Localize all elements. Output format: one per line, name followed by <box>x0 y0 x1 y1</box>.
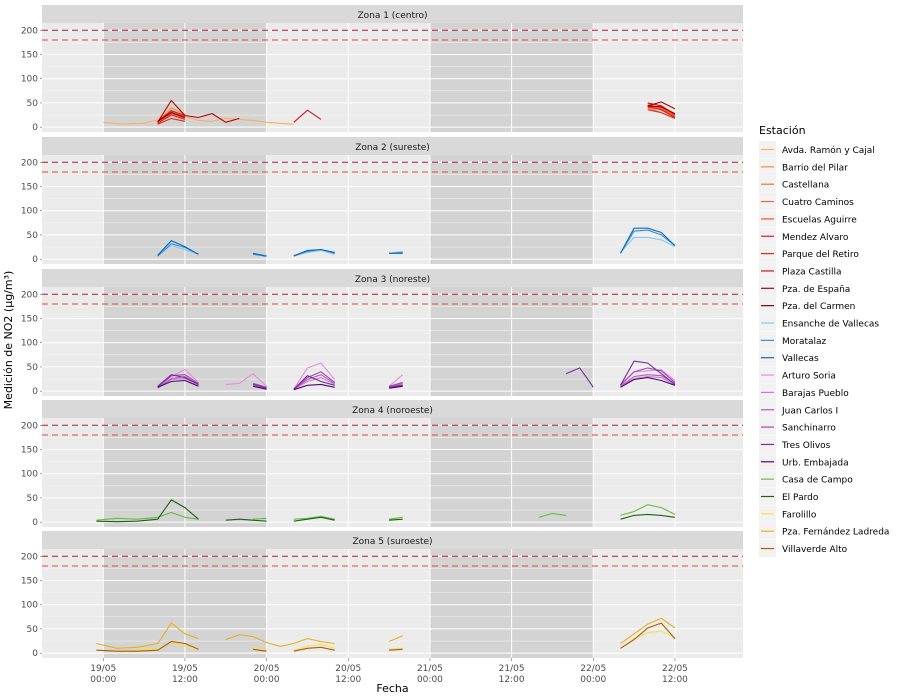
x-tick-label: 21/05 00:00 <box>417 664 443 685</box>
y-tick-label: 200 <box>21 552 38 562</box>
series-line <box>96 630 676 652</box>
series-line <box>96 622 676 652</box>
legend-label: Casa de Campo <box>782 476 853 486</box>
legend-label: Barrio del Pilar <box>782 163 848 173</box>
facet-title: Zona 3 (noreste) <box>355 275 430 285</box>
facet-strip <box>42 400 743 418</box>
y-tick-label: 50 <box>27 363 39 373</box>
series-line <box>96 504 676 521</box>
x-tick-label: 21/05 12:00 <box>499 664 525 685</box>
y-tick-label: 200 <box>21 421 38 431</box>
series-line <box>157 362 676 390</box>
y-tick-label: 200 <box>21 290 38 300</box>
facet-strip <box>42 269 743 287</box>
legend-label: Arturo Soria <box>782 372 836 382</box>
y-axis-title: Medición de NO2 (µg/m³) <box>2 271 15 410</box>
y-tick-label: 0 <box>32 123 38 133</box>
legend-label: El Pardo <box>782 493 819 503</box>
legend-label: Castellana <box>782 181 829 191</box>
x-tick-label: 20/05 12:00 <box>335 664 361 685</box>
y-tick-label: 150 <box>21 576 38 586</box>
series-line <box>157 377 676 391</box>
legend-label: Urb. Embajada <box>782 458 849 468</box>
legend-label: Barajas Pueblo <box>782 389 849 399</box>
series-line <box>157 367 676 390</box>
facet-title: Zona 1 (centro) <box>357 11 427 21</box>
legend-label: Parque del Retiro <box>782 250 859 260</box>
y-tick-label: 0 <box>32 387 38 397</box>
y-tick-label: 150 <box>21 445 38 455</box>
facet-strip <box>42 5 743 23</box>
y-tick-label: 200 <box>21 26 38 36</box>
series-line <box>157 105 676 122</box>
y-tick-label: 200 <box>21 158 38 168</box>
legend-label: Vallecas <box>782 354 819 364</box>
facet-title: Zona 5 (suroeste) <box>352 537 432 547</box>
y-tick-label: 100 <box>21 339 38 349</box>
facet-panel: Zona 1 (centro) 0 50 100 150 200 <box>21 5 743 133</box>
legend-label: Ensanche de Vallecas <box>782 320 879 330</box>
legend-label: Escuelas Aguirre <box>782 215 857 225</box>
facet-panel: Zona 3 (noreste) 0 50 100 150 200 <box>21 269 743 397</box>
x-tick-label: 19/05 00:00 <box>90 664 116 685</box>
y-tick-label: 100 <box>21 75 38 85</box>
legend-label: Pza. de España <box>782 285 850 295</box>
series-line <box>157 109 676 125</box>
series-line <box>96 617 676 649</box>
legend-title: Estación <box>759 124 806 137</box>
legend-label: Cuatro Caminos <box>782 198 854 208</box>
series-line <box>157 106 676 124</box>
legend-label: Avda. Ramón y Cajal <box>782 145 875 156</box>
y-tick-label: 0 <box>32 518 38 528</box>
x-tick-label: 22/05 12:00 <box>662 664 688 685</box>
x-tick-label: 20/05 00:00 <box>254 664 280 685</box>
legend-label: Pza. del Carmen <box>782 302 855 312</box>
legend-label: Moratalaz <box>782 337 827 347</box>
legend-label: Villaverde Alto <box>782 545 848 555</box>
facet-panel: Zona 2 (sureste) 0 50 100 150 200 <box>21 137 743 265</box>
y-tick-label: 0 <box>32 649 38 659</box>
legend-label: Sanchinarro <box>782 424 836 434</box>
y-tick-label: 50 <box>27 231 39 241</box>
y-tick-label: 100 <box>21 207 38 217</box>
legend-label: Farolillo <box>782 510 817 520</box>
legend-label: Mendez Alvaro <box>782 233 849 243</box>
series-line <box>96 499 675 523</box>
x-tick-label: 19/05 12:00 <box>172 664 198 685</box>
x-axis-title: Fecha <box>376 682 408 695</box>
series-line <box>157 360 676 390</box>
x-tick-label: 22/05 00:00 <box>580 664 606 685</box>
series-line <box>157 227 676 257</box>
facet-title: Zona 2 (sureste) <box>355 143 430 153</box>
y-tick-label: 0 <box>32 255 38 265</box>
facet-panel: Zona 4 (noroeste) 0 50 100 150 200 <box>21 400 743 528</box>
legend-label: Tres Olivos <box>781 441 831 451</box>
legend-label: Plaza Castilla <box>782 267 842 277</box>
y-tick-label: 100 <box>21 601 38 611</box>
y-tick-label: 50 <box>27 494 39 504</box>
legend-label: Pza. Fernández Ladreda <box>782 528 889 538</box>
y-tick-label: 150 <box>21 314 38 324</box>
facet-strip <box>42 531 743 549</box>
legend-label: Juan Carlos I <box>781 406 838 416</box>
y-tick-label: 100 <box>21 470 38 480</box>
y-tick-label: 50 <box>27 625 39 635</box>
facet-strip <box>42 137 743 155</box>
y-tick-label: 50 <box>27 99 39 109</box>
y-tick-label: 150 <box>21 182 38 192</box>
facet-panel: Zona 5 (suroeste) 0 50 100 150 200 <box>21 531 743 659</box>
facet-title: Zona 4 (noroeste) <box>352 406 433 416</box>
y-tick-label: 150 <box>21 50 38 60</box>
series-line <box>157 99 676 123</box>
